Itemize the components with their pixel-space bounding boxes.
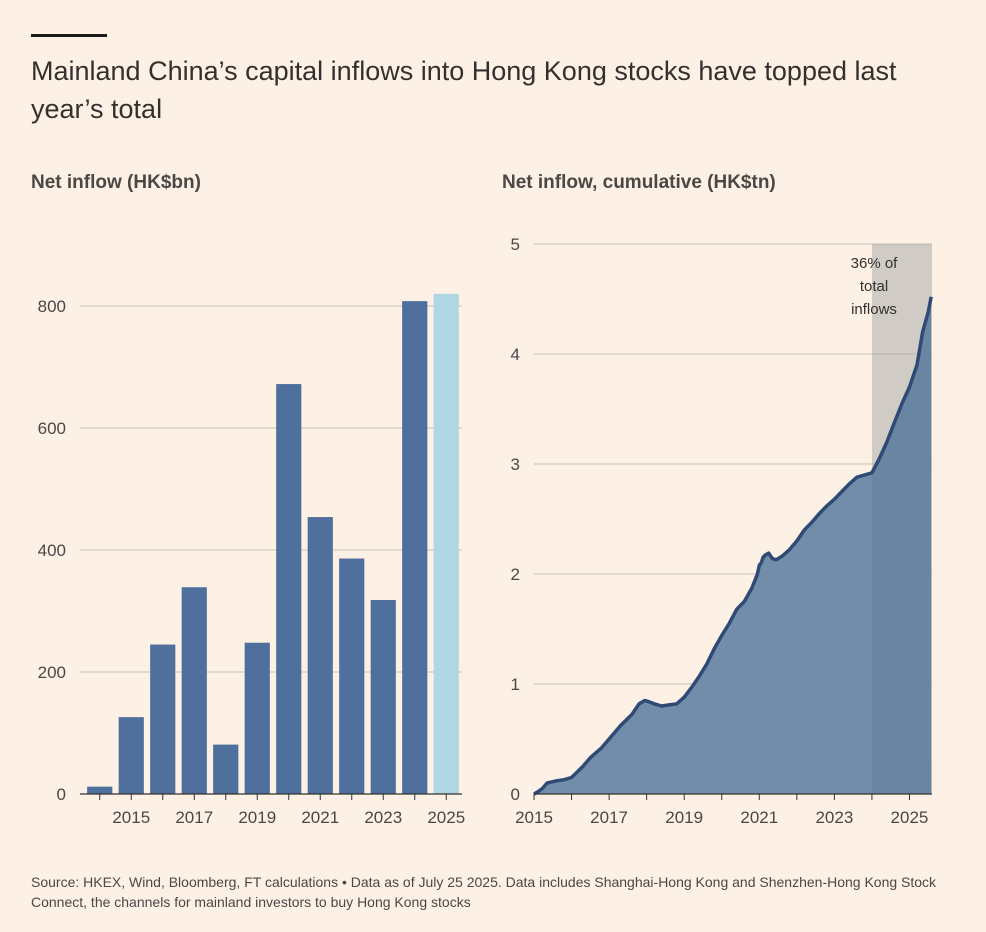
y-tick-label: 800: [38, 297, 66, 316]
source-note: Source: HKEX, Wind, Bloomberg, FT calcul…: [31, 874, 937, 910]
cumulative-area: [534, 296, 932, 794]
y-tick-label: 5: [511, 235, 520, 254]
y-tick-label: 0: [57, 785, 66, 804]
bar-2020: [276, 384, 302, 794]
x-tick-label: 2017: [590, 808, 628, 827]
annotation-line: 36% of: [851, 255, 899, 272]
bar-2016: [150, 644, 176, 794]
x-tick-label: 2015: [515, 808, 553, 827]
annotation-line: inflows: [851, 301, 897, 318]
y-tick-label: 0: [511, 785, 520, 804]
bar-2025: [433, 293, 459, 794]
x-tick-label: 2025: [427, 808, 465, 827]
bar-2023: [370, 600, 396, 794]
x-tick-label: 2015: [112, 808, 150, 827]
x-tick-label: 2025: [891, 808, 929, 827]
x-tick-label: 2023: [815, 808, 853, 827]
bar-2015: [118, 717, 144, 794]
bar-2021: [307, 517, 333, 794]
bar-2024: [402, 301, 428, 794]
bar-chart-title: Net inflow (HK$bn): [31, 172, 201, 193]
y-tick-label: 400: [38, 541, 66, 560]
chart-title: Mainland China’s capital inflows into Ho…: [31, 56, 897, 124]
x-tick-label: 2019: [238, 808, 276, 827]
x-tick-label: 2021: [301, 808, 339, 827]
annotation-line: total: [860, 278, 888, 295]
x-tick-label: 2023: [364, 808, 402, 827]
bar-2017: [181, 587, 207, 794]
bar-2018: [213, 744, 239, 794]
y-tick-label: 600: [38, 419, 66, 438]
cumulative-line: [533, 296, 933, 796]
header-rule: [31, 34, 107, 37]
y-tick-label: 2: [511, 565, 520, 584]
bar-2019: [244, 642, 270, 794]
y-tick-label: 3: [511, 455, 520, 474]
bar-2022: [339, 558, 365, 794]
bar-2014: [87, 786, 113, 794]
x-tick-label: 2019: [665, 808, 703, 827]
y-tick-label: 1: [511, 675, 520, 694]
x-tick-label: 2017: [175, 808, 213, 827]
y-tick-label: 4: [511, 345, 520, 364]
area-chart-title: Net inflow, cumulative (HK$tn): [502, 172, 776, 193]
y-tick-label: 200: [38, 663, 66, 682]
x-tick-label: 2021: [740, 808, 778, 827]
